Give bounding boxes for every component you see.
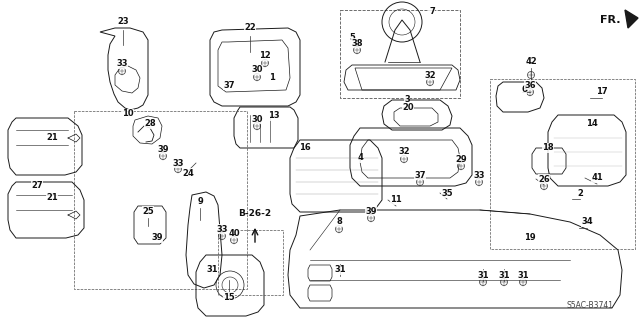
Text: 2: 2 <box>577 189 583 197</box>
Text: 37: 37 <box>223 80 235 90</box>
Polygon shape <box>625 10 638 28</box>
Text: 37: 37 <box>414 170 426 180</box>
Bar <box>218 230 283 295</box>
Text: 31: 31 <box>206 265 218 275</box>
Text: S5AC-B3741: S5AC-B3741 <box>566 300 614 309</box>
Text: 29: 29 <box>455 154 467 164</box>
Text: 32: 32 <box>424 70 436 79</box>
Text: 17: 17 <box>596 86 608 95</box>
Text: 31: 31 <box>477 271 489 279</box>
Text: 15: 15 <box>223 293 235 301</box>
Text: 31: 31 <box>334 265 346 275</box>
Bar <box>340 10 460 98</box>
Text: 40: 40 <box>228 228 240 238</box>
Text: 32: 32 <box>398 147 410 157</box>
Text: 8: 8 <box>336 218 342 226</box>
Text: 30: 30 <box>252 115 263 123</box>
Text: 39: 39 <box>365 206 377 216</box>
Bar <box>74 111 247 289</box>
Text: 26: 26 <box>538 174 550 183</box>
Text: 24: 24 <box>182 168 194 177</box>
Text: 4: 4 <box>358 153 364 162</box>
Text: 19: 19 <box>524 233 536 241</box>
Text: 11: 11 <box>390 196 402 204</box>
Text: 23: 23 <box>117 18 129 26</box>
Text: 42: 42 <box>525 57 537 66</box>
Text: 33: 33 <box>216 225 228 234</box>
Text: 12: 12 <box>259 51 271 61</box>
Text: 35: 35 <box>441 189 453 197</box>
Text: 16: 16 <box>299 143 311 152</box>
Text: 30: 30 <box>252 65 263 75</box>
Text: 22: 22 <box>244 24 256 33</box>
Text: 36: 36 <box>524 80 536 90</box>
Text: 3: 3 <box>404 95 410 105</box>
Text: 27: 27 <box>31 182 43 190</box>
Text: 28: 28 <box>144 120 156 129</box>
Bar <box>490 79 635 249</box>
Text: 21: 21 <box>46 132 58 142</box>
Text: 25: 25 <box>142 206 154 216</box>
Text: 14: 14 <box>586 120 598 129</box>
Text: 31: 31 <box>517 271 529 279</box>
Text: 31: 31 <box>498 271 510 279</box>
Text: 18: 18 <box>542 144 554 152</box>
Text: 7: 7 <box>429 8 435 17</box>
Text: 6: 6 <box>521 85 527 94</box>
Text: 33: 33 <box>172 159 184 167</box>
Text: 10: 10 <box>122 109 134 118</box>
Text: 41: 41 <box>591 174 603 182</box>
Text: 33: 33 <box>116 60 128 69</box>
Text: 5: 5 <box>349 33 355 42</box>
Text: 34: 34 <box>581 218 593 226</box>
Text: 13: 13 <box>268 112 280 121</box>
Text: 20: 20 <box>402 103 414 113</box>
Text: 9: 9 <box>197 197 203 206</box>
Text: 39: 39 <box>157 145 169 153</box>
Text: FR.: FR. <box>600 15 621 25</box>
Text: 33: 33 <box>473 170 484 180</box>
Text: 21: 21 <box>46 194 58 203</box>
Text: 38: 38 <box>351 39 363 48</box>
Text: 1: 1 <box>269 73 275 83</box>
Text: 39: 39 <box>151 234 163 242</box>
Text: B-26-2: B-26-2 <box>239 209 271 218</box>
